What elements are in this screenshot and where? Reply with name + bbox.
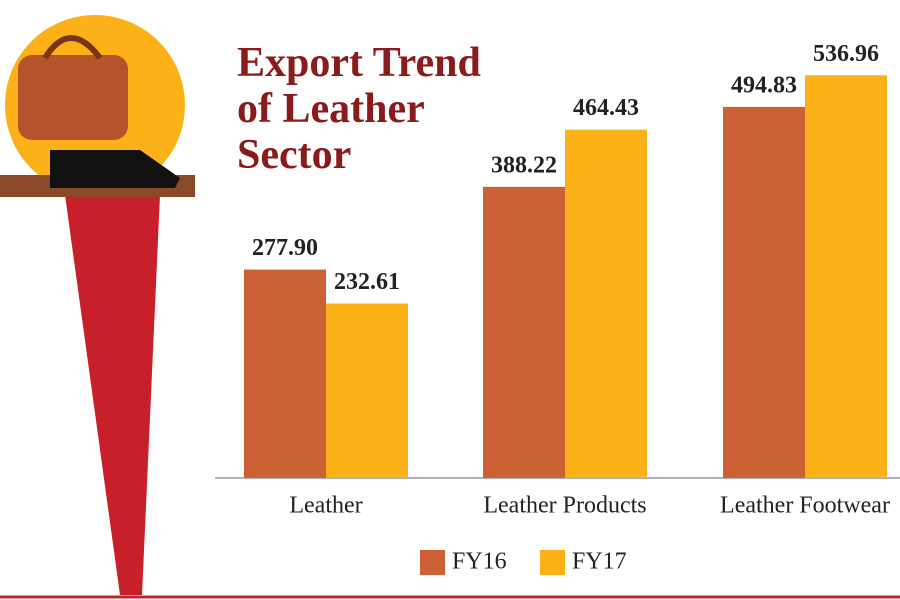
red-strip bbox=[65, 195, 160, 595]
bar bbox=[805, 75, 887, 478]
decoration bbox=[0, 15, 195, 595]
bar bbox=[723, 106, 805, 478]
x-tick-label: Leather Products bbox=[483, 493, 646, 519]
bar bbox=[326, 303, 408, 478]
data-label: 232.61 bbox=[334, 269, 400, 295]
legend-swatch bbox=[540, 550, 565, 575]
data-label: 464.43 bbox=[573, 95, 639, 121]
bar bbox=[244, 269, 326, 478]
shoe bbox=[50, 150, 180, 188]
data-label: 277.90 bbox=[252, 235, 318, 261]
bar bbox=[483, 186, 565, 478]
bag-handle bbox=[42, 35, 103, 60]
data-label: 536.96 bbox=[813, 41, 879, 67]
legend-label: FY17 bbox=[572, 549, 627, 575]
legend-label: FY16 bbox=[452, 549, 507, 575]
chart-title: Export Trend of Leather Sector bbox=[237, 40, 481, 178]
x-tick-label: Leather bbox=[289, 493, 362, 519]
x-tick-label: Leather Footwear bbox=[720, 493, 890, 519]
bar bbox=[565, 129, 647, 479]
data-label: 494.83 bbox=[731, 72, 797, 98]
legend-swatch bbox=[420, 550, 445, 575]
data-label: 388.22 bbox=[491, 152, 557, 178]
bag bbox=[18, 55, 128, 140]
